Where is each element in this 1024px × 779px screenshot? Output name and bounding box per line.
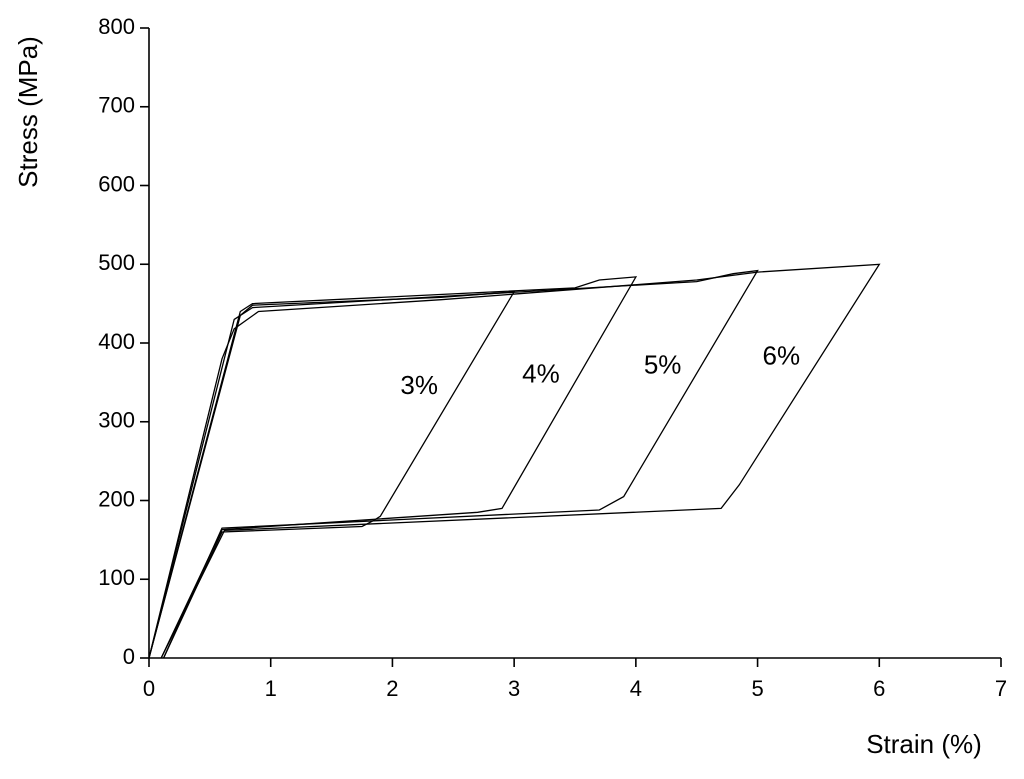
curve xyxy=(148,276,638,659)
curve-label: 4% xyxy=(522,358,560,388)
y-tick-label: 200 xyxy=(98,486,135,511)
curve-label: 5% xyxy=(644,349,682,379)
x-tick-label: 0 xyxy=(143,676,155,701)
y-tick-label: 0 xyxy=(123,644,135,669)
y-tick-label: 100 xyxy=(98,565,135,590)
x-axis-title: Strain (%) xyxy=(866,729,982,759)
y-axis-title: Stress (MPa) xyxy=(13,36,43,188)
curve-label: 3% xyxy=(400,370,438,400)
curve xyxy=(148,263,881,659)
x-tick-label: 2 xyxy=(386,676,398,701)
x-tick-label: 3 xyxy=(508,676,520,701)
y-tick-label: 500 xyxy=(98,250,135,275)
x-tick-label: 6 xyxy=(873,676,885,701)
y-tick-label: 400 xyxy=(98,329,135,354)
x-tick-label: 4 xyxy=(630,676,642,701)
x-tick-label: 5 xyxy=(751,676,763,701)
x-tick-label: 1 xyxy=(265,676,277,701)
y-tick-label: 700 xyxy=(98,93,135,118)
curve xyxy=(148,291,516,659)
y-tick-label: 300 xyxy=(98,408,135,433)
y-tick-label: 800 xyxy=(98,14,135,39)
x-tick-label: 7 xyxy=(995,676,1007,701)
curve-label: 6% xyxy=(763,340,801,370)
y-tick-label: 600 xyxy=(98,171,135,196)
curve xyxy=(148,269,759,659)
